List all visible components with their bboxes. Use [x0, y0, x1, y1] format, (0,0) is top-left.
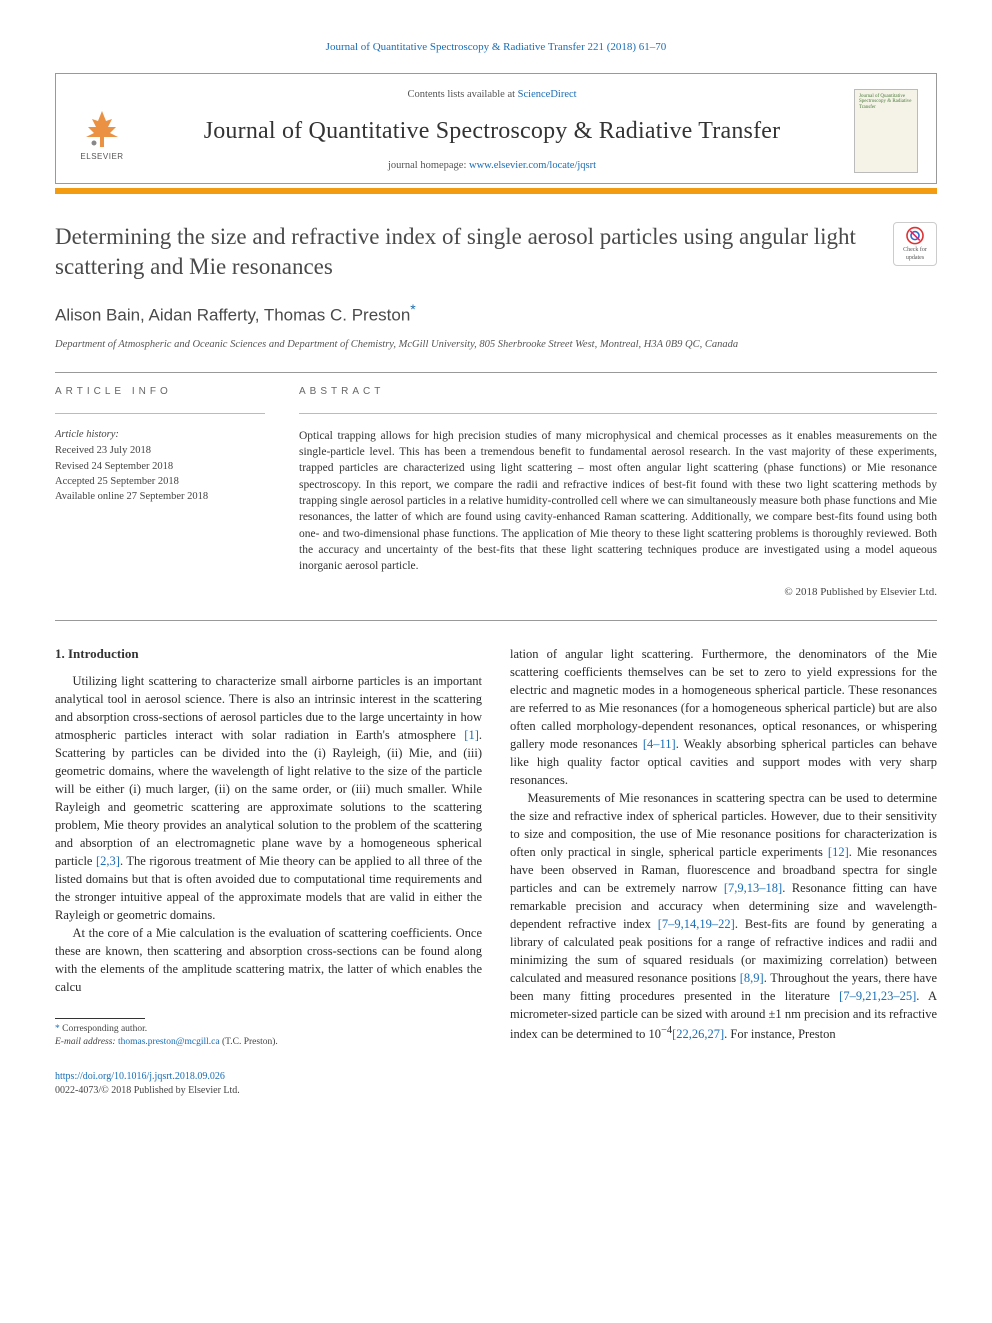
journal-cover-thumb: Journal of Quantitative Spectroscopy & R… — [854, 89, 918, 173]
footer-block: https://doi.org/10.1016/j.jqsrt.2018.09.… — [55, 1070, 937, 1098]
body-paragraph: Measurements of Mie resonances in scatte… — [510, 789, 937, 1043]
elsevier-logo: ELSEVIER — [74, 100, 130, 162]
homepage-link[interactable]: www.elsevier.com/locate/jqsrt — [469, 160, 596, 171]
ref-link[interactable]: [7–9,14,19–22] — [658, 917, 735, 931]
abstract-text: Optical trapping allows for high precisi… — [299, 428, 937, 575]
ref-link[interactable]: [1] — [464, 728, 479, 742]
email-link[interactable]: thomas.preston@mcgill.ca — [118, 1037, 220, 1047]
corresponding-mark: * — [410, 301, 415, 317]
history-label: Article history: — [55, 428, 265, 443]
ref-link[interactable]: [4–11] — [643, 737, 676, 751]
copyright-line: © 2018 Published by Elsevier Ltd. — [299, 585, 937, 600]
contents-line: Contents lists available at ScienceDirec… — [148, 88, 836, 103]
article-info-heading: ARTICLE INFO — [55, 385, 265, 399]
ref-link[interactable]: [2,3] — [96, 854, 120, 868]
abstract-column: ABSTRACT Optical trapping allows for hig… — [299, 385, 937, 600]
article-info-column: ARTICLE INFO Article history: Received 2… — [55, 385, 265, 600]
issn-copyright: 0022-4073/© 2018 Published by Elsevier L… — [55, 1085, 240, 1096]
journal-banner: ELSEVIER Contents lists available at Sci… — [55, 73, 937, 184]
history-received: Received 23 July 2018 — [55, 443, 265, 458]
footnote-email: E-mail address: thomas.preston@mcgill.ca… — [55, 1036, 482, 1049]
elsevier-label: ELSEVIER — [80, 151, 123, 162]
footnote-separator — [55, 1018, 145, 1019]
body-paragraph: lation of angular light scattering. Furt… — [510, 645, 937, 789]
superscript: −4 — [661, 1025, 672, 1036]
history-revised: Revised 24 September 2018 — [55, 459, 265, 474]
ref-link[interactable]: [12] — [828, 845, 849, 859]
affiliation: Department of Atmospheric and Oceanic Sc… — [55, 338, 937, 352]
history-online: Available online 27 September 2018 — [55, 489, 265, 504]
article-title: Determining the size and refractive inde… — [55, 222, 873, 282]
ref-link[interactable]: [7–9,21,23–25] — [839, 989, 916, 1003]
divider — [55, 372, 937, 373]
history-accepted: Accepted 25 September 2018 — [55, 474, 265, 489]
divider-thin — [55, 413, 265, 414]
sciencedirect-link[interactable]: ScienceDirect — [518, 89, 577, 100]
divider-thin — [299, 413, 937, 414]
ref-link[interactable]: [22,26,27] — [672, 1027, 724, 1041]
elsevier-tree-icon — [78, 107, 126, 149]
body-paragraph: Utilizing light scattering to characteri… — [55, 672, 482, 924]
divider — [55, 620, 937, 621]
section-heading: 1. Introduction — [55, 645, 482, 664]
body-paragraph: At the core of a Mie calculation is the … — [55, 924, 482, 996]
check-updates-icon — [904, 226, 926, 245]
accent-bar — [55, 188, 937, 194]
check-updates-badge[interactable]: Check for updates — [893, 222, 937, 266]
running-head: Journal of Quantitative Spectroscopy & R… — [55, 40, 937, 55]
abstract-heading: ABSTRACT — [299, 385, 937, 399]
doi-link[interactable]: https://doi.org/10.1016/j.jqsrt.2018.09.… — [55, 1071, 225, 1082]
body-columns: 1. Introduction Utilizing light scatteri… — [55, 645, 937, 1048]
footnote-corresponding: * Corresponding author. — [55, 1023, 482, 1036]
ref-link[interactable]: [7,9,13–18] — [724, 881, 782, 895]
ref-link[interactable]: [8,9] — [740, 971, 764, 985]
journal-name: Journal of Quantitative Spectroscopy & R… — [148, 115, 836, 149]
homepage-line: journal homepage: www.elsevier.com/locat… — [148, 159, 836, 174]
authors-line: Alison Bain, Aidan Rafferty, Thomas C. P… — [55, 300, 937, 327]
